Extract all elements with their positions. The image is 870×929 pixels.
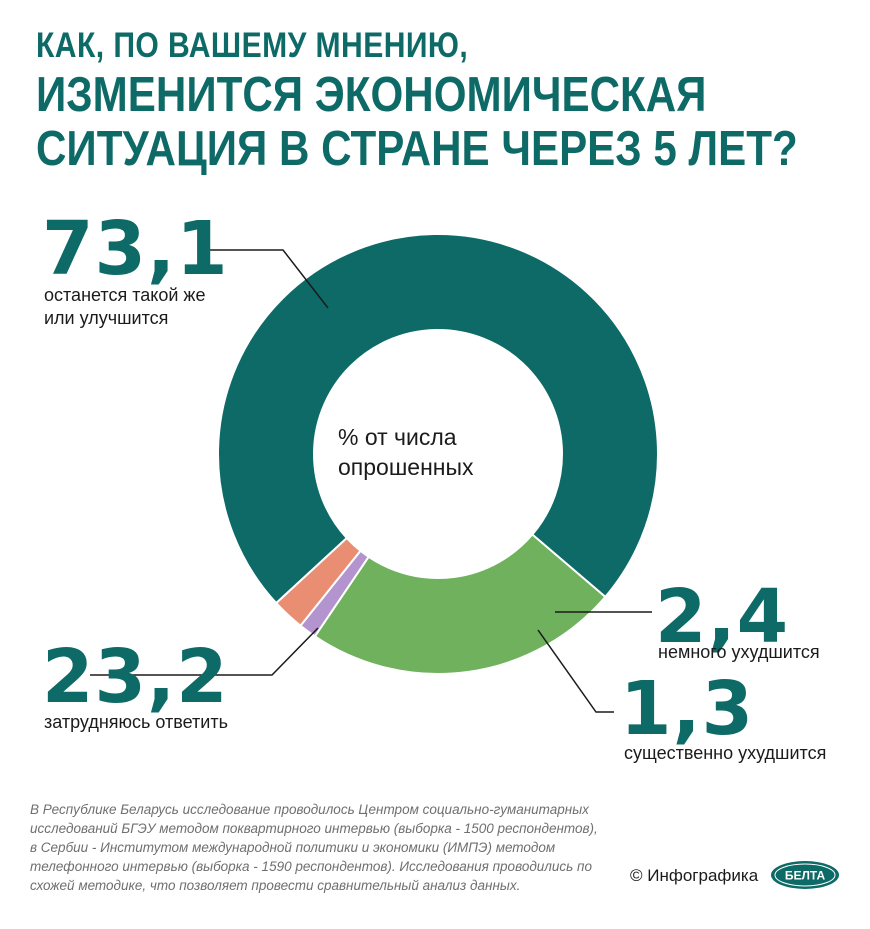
leader-stay xyxy=(200,249,329,309)
title-line-1: КАК, ПО ВАШЕМУ МНЕНИЮ, xyxy=(36,26,469,65)
credit: © Инфографика xyxy=(630,866,759,885)
footnote-line-5: схожей методике, что позволяет провести … xyxy=(30,878,521,893)
title-block: КАК, ПО ВАШЕМУ МНЕНИЮ, ИЗМЕНИТСЯ ЭКОНОМИ… xyxy=(36,24,870,176)
value-hard: 23,2 xyxy=(42,634,229,720)
footnote-line-3: в Сербии - Институтом международной поли… xyxy=(30,840,556,855)
value-slight: 2,4 xyxy=(655,574,790,660)
label-slight: немного ухудшится xyxy=(658,642,820,662)
slice-hard xyxy=(313,533,607,675)
slice-stay xyxy=(217,233,659,605)
footnote-line-1: В Республике Беларусь исследование прово… xyxy=(30,802,589,817)
footnote-line-2: исследований БГЭУ методом поквартирного … xyxy=(30,821,598,836)
center-label-line-1: % от числа xyxy=(338,424,457,450)
title-line-3: СИТУАЦИЯ В СТРАНЕ ЧЕРЕЗ 5 ЛЕТ? xyxy=(36,122,798,176)
value-severe: 1,3 xyxy=(620,666,755,752)
label-hard: затрудняюсь ответить xyxy=(44,712,228,732)
leader-hard xyxy=(90,627,319,676)
belta-logo: БЕЛТА xyxy=(771,861,839,889)
center-label: % от числа опрошенных xyxy=(338,422,538,482)
slice-slight xyxy=(274,536,362,628)
leader-severe xyxy=(537,629,614,713)
label-severe: существенно ухудшится xyxy=(624,743,827,763)
footnote-line-4: телефонного интервью (выборка - 1590 рес… xyxy=(30,859,592,874)
logo-text: БЕЛТА xyxy=(785,869,826,883)
footnote: В Республике Беларусь исследование прово… xyxy=(30,800,610,895)
center-label-line-2: опрошенных xyxy=(338,454,474,480)
title-line-2: ИЗМЕНИТСЯ ЭКОНОМИЧЕСКАЯ xyxy=(36,68,707,122)
value-stay: 73,1 xyxy=(42,206,229,292)
label-stay-2: или улучшится xyxy=(44,308,169,328)
label-stay-1: останется такой же xyxy=(44,285,206,305)
